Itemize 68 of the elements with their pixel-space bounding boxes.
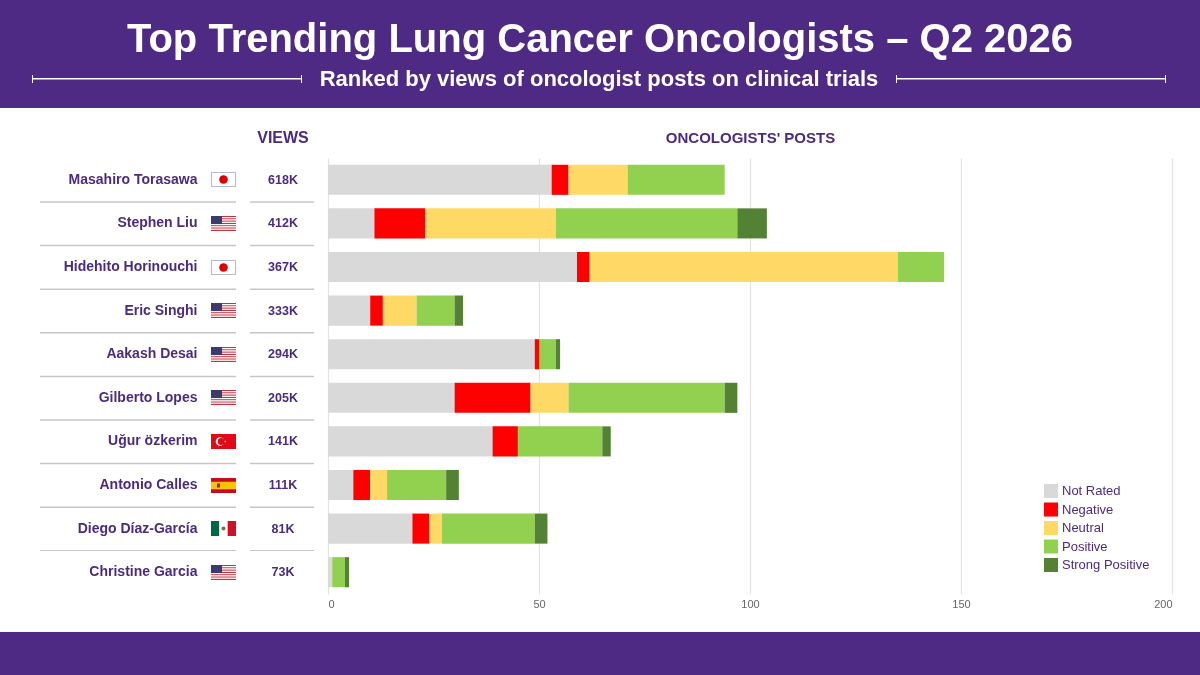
y-tick-label: Diego Díaz-García bbox=[77, 519, 198, 536]
text: 618K bbox=[268, 172, 298, 187]
x-tick-label: 200 bbox=[1154, 597, 1173, 610]
bar bbox=[517, 426, 603, 457]
x-tick-label: 0 bbox=[328, 597, 335, 610]
text: 333K bbox=[268, 303, 298, 318]
chart-subtitle: Ranked by views of oncologist posts on clinical trials bbox=[319, 65, 879, 93]
legend-label: Negative bbox=[1062, 501, 1114, 517]
x-axis-title: ONCOLOGISTS' POSTS bbox=[665, 128, 836, 146]
bar bbox=[534, 339, 539, 370]
text: 141K bbox=[268, 434, 298, 449]
x-tick-label: 50 bbox=[533, 597, 546, 610]
bar bbox=[492, 426, 518, 457]
bar bbox=[370, 469, 388, 501]
bar bbox=[429, 513, 442, 544]
bar bbox=[382, 295, 417, 326]
legend-label: Neutral bbox=[1062, 520, 1105, 535]
bar bbox=[724, 382, 738, 413]
chart-title: Top Trending Lung Cancer Oncologists – Q2 2026 bbox=[125, 15, 1075, 61]
y-tick-label: Antonio Calles bbox=[99, 476, 198, 492]
bar bbox=[412, 513, 430, 544]
bar bbox=[602, 426, 611, 457]
legend-label: Not Rated bbox=[1062, 483, 1121, 498]
bar bbox=[555, 339, 561, 370]
text: 111K bbox=[268, 478, 298, 492]
bar bbox=[416, 295, 455, 326]
bar bbox=[374, 208, 426, 239]
x-tick-label: 100 bbox=[741, 597, 760, 610]
text: 367K bbox=[268, 260, 298, 274]
text: 412K bbox=[268, 216, 298, 231]
bar bbox=[539, 339, 556, 370]
y-tick-label: Masahiro Torasawa bbox=[68, 170, 198, 187]
bar bbox=[551, 164, 569, 195]
bar bbox=[454, 382, 531, 413]
bar bbox=[446, 469, 459, 501]
bar bbox=[534, 513, 548, 544]
text: 73K bbox=[271, 565, 295, 580]
bar bbox=[568, 164, 628, 195]
bar bbox=[897, 251, 945, 283]
y-tick-label: Stephen Liu bbox=[117, 214, 198, 231]
bar bbox=[344, 557, 350, 588]
bar bbox=[425, 208, 556, 239]
bar bbox=[332, 557, 345, 588]
text: 294K bbox=[268, 347, 298, 362]
bar bbox=[627, 164, 725, 195]
bar bbox=[370, 295, 383, 326]
legend-label: Strong Positive bbox=[1062, 557, 1150, 572]
text: 205K bbox=[268, 390, 298, 405]
bar bbox=[568, 382, 725, 413]
y-tick-label: Uğur özkerim bbox=[108, 432, 198, 449]
bar bbox=[530, 382, 569, 413]
legend-label: Positive bbox=[1062, 538, 1108, 554]
bar bbox=[737, 208, 767, 239]
text: VIEWS bbox=[257, 129, 310, 146]
y-tick-label: Aakash Desai bbox=[106, 345, 198, 362]
bar bbox=[353, 469, 371, 501]
y-tick-label: Hidehito Horinouchi bbox=[63, 258, 198, 274]
y-tick-label: Christine Garcia bbox=[89, 563, 198, 580]
y-tick-label: Eric Singhi bbox=[124, 301, 198, 318]
bar bbox=[387, 469, 447, 501]
bar bbox=[555, 208, 738, 239]
x-tick-label: 150 bbox=[952, 597, 971, 610]
bar bbox=[441, 513, 535, 544]
bar bbox=[576, 251, 590, 283]
bar bbox=[589, 251, 898, 283]
text: 81K bbox=[271, 521, 295, 536]
y-tick-label: Gilberto Lopes bbox=[98, 388, 198, 405]
bar bbox=[454, 295, 464, 326]
